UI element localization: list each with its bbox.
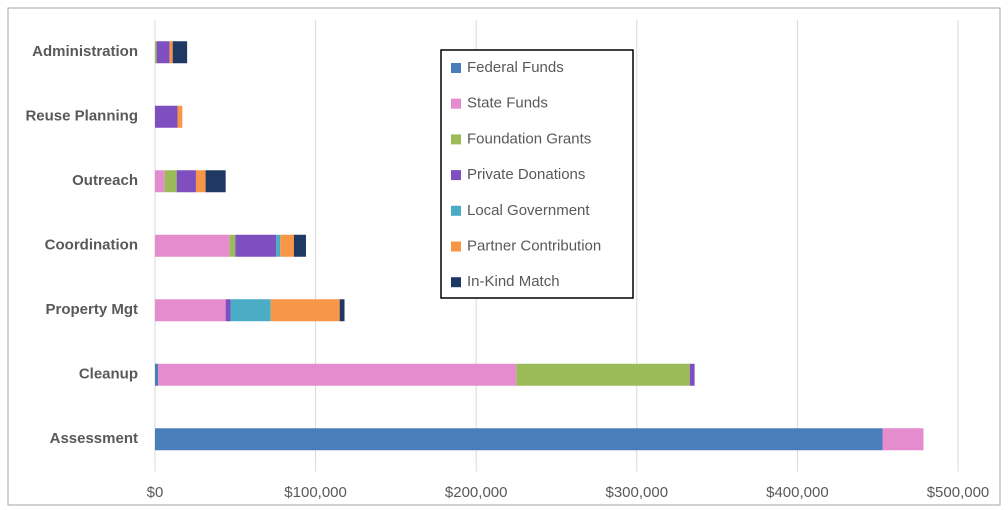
bar-segment <box>229 234 236 257</box>
x-tick-label: $500,000 <box>927 484 990 501</box>
y-tick-label: Administration <box>32 43 138 60</box>
bar-segment <box>156 41 170 64</box>
bar-segment <box>235 234 277 257</box>
x-tick-label: $0 <box>147 484 164 501</box>
bar-segment <box>155 234 230 257</box>
bar-segment <box>177 105 183 128</box>
bar-segment <box>169 41 173 64</box>
bar-segment <box>155 170 165 193</box>
x-tick-label: $400,000 <box>766 484 829 501</box>
bar-segment <box>172 41 188 64</box>
legend-swatch <box>451 205 461 216</box>
legend-swatch <box>451 277 461 288</box>
bar-segment <box>155 363 159 386</box>
bar-segment <box>882 428 924 451</box>
bar-segment <box>158 363 517 386</box>
bar-segment <box>155 299 226 322</box>
bar-segment <box>270 299 340 322</box>
legend-swatch <box>451 241 461 252</box>
bar-segment <box>205 170 226 193</box>
legend-swatch <box>451 134 461 145</box>
legend-label: In-Kind Match <box>467 273 560 290</box>
legend-swatch <box>451 170 461 181</box>
bar-segment <box>155 41 157 64</box>
legend-label: Federal Funds <box>467 59 564 76</box>
bar-segment <box>225 299 231 322</box>
bar-segment <box>164 170 177 193</box>
bar-segment <box>293 234 306 257</box>
y-tick-label: Assessment <box>50 430 138 447</box>
legend-swatch <box>451 63 461 73</box>
legend <box>440 49 634 299</box>
bars <box>155 41 924 451</box>
bar-segment <box>276 234 281 257</box>
legend-label: Foundation Grants <box>467 130 591 147</box>
bar-segment <box>176 170 196 193</box>
bar-segment <box>689 363 695 386</box>
bar-segment <box>230 299 271 322</box>
x-tick-label: $300,000 <box>606 484 669 501</box>
legend-label: Private Donations <box>467 166 585 183</box>
bar-segment <box>155 105 178 128</box>
y-tick-label: Cleanup <box>79 366 138 383</box>
y-tick-label: Coordination <box>45 237 138 254</box>
y-tick-label: Outreach <box>72 172 138 189</box>
bar-segment <box>280 234 294 257</box>
legend-label: State Funds <box>467 95 548 112</box>
x-tick-label: $200,000 <box>445 484 508 501</box>
x-tick-label: $100,000 <box>284 484 347 501</box>
y-tick-label: Reuse Planning <box>25 108 138 125</box>
bar-segment <box>155 428 883 451</box>
legend-label: Local Government <box>467 202 590 219</box>
legend-swatch <box>451 98 461 109</box>
bar-segment <box>195 170 206 193</box>
legend-label: Partner Contribution <box>467 237 601 254</box>
bar-segment <box>516 363 690 386</box>
y-tick-label: Property Mgt <box>45 301 138 318</box>
bar-segment <box>339 299 345 322</box>
